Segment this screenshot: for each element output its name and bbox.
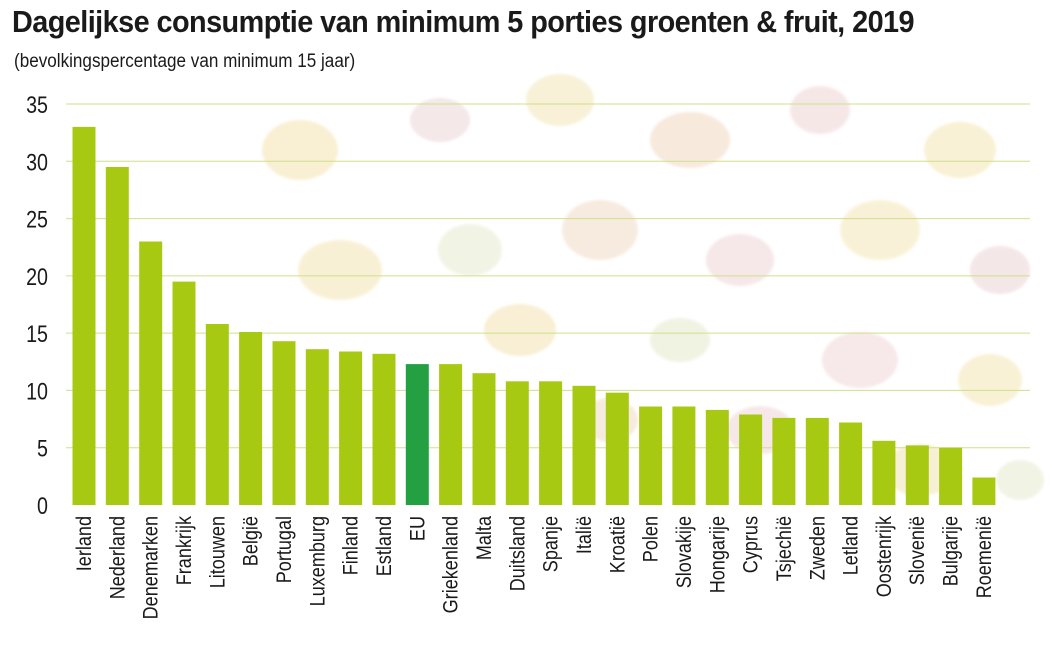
y-tick-label: 20 bbox=[26, 263, 48, 290]
x-tick-label: Italië bbox=[573, 516, 597, 554]
x-tick-label: Luxemburg bbox=[306, 516, 330, 606]
bar-hongarije bbox=[705, 409, 729, 505]
bar-estland bbox=[372, 353, 396, 505]
bar-denemarken bbox=[139, 241, 163, 505]
y-tick-label: 0 bbox=[37, 492, 48, 519]
x-tick-label: Finland bbox=[339, 516, 363, 575]
x-tick-label: Letland bbox=[839, 516, 863, 575]
bar-italië bbox=[572, 385, 596, 505]
bar-nederland bbox=[105, 167, 129, 505]
x-tick-label: Kroatië bbox=[606, 516, 630, 573]
x-tick-label: Slovakije bbox=[673, 516, 697, 588]
bar-malta bbox=[472, 373, 496, 505]
y-tick-label: 5 bbox=[37, 435, 48, 462]
bar-belgië bbox=[239, 332, 263, 505]
bar-spanje bbox=[539, 381, 563, 505]
x-tick-label: Hongarije bbox=[706, 516, 730, 593]
bar-finland bbox=[339, 351, 363, 505]
bar-griekenland bbox=[439, 364, 463, 505]
bar-duitsland bbox=[505, 381, 529, 505]
bar-polen bbox=[639, 406, 663, 505]
bar-luxemburg bbox=[305, 349, 329, 505]
x-tick-label: Zweden bbox=[806, 516, 830, 580]
fruit-vegetable-background bbox=[262, 74, 1044, 500]
x-tick-label: Oostenrijk bbox=[873, 516, 897, 597]
x-tick-label: Ierland bbox=[73, 516, 97, 571]
x-tick-label: Slovenië bbox=[906, 516, 930, 585]
x-tick-label: Cyprus bbox=[739, 516, 763, 573]
bar-kroatië bbox=[605, 392, 629, 505]
x-tick-label: Denemarken bbox=[139, 516, 163, 619]
bar-portugal bbox=[272, 341, 296, 505]
bar-litouwen bbox=[205, 324, 229, 505]
x-tick-label: Tsjechië bbox=[773, 516, 797, 581]
x-tick-label: Roemenië bbox=[973, 516, 997, 598]
chart-title: Dagelijkse consumptie van minimum 5 port… bbox=[12, 4, 915, 39]
y-tick-label: 15 bbox=[26, 320, 48, 347]
x-tick-label: Spanje bbox=[539, 516, 563, 572]
bar-slovenië bbox=[905, 445, 929, 505]
bar-roemenië bbox=[972, 477, 996, 505]
y-tick-label: 35 bbox=[26, 91, 48, 118]
bar-oostenrijk bbox=[872, 440, 896, 505]
bar-letland bbox=[839, 422, 863, 505]
x-tick-label: Malta bbox=[473, 516, 497, 560]
y-tick-label: 10 bbox=[26, 378, 48, 405]
chart-subtitle: (bevolkingspercentage van minimum 15 jaa… bbox=[14, 51, 356, 72]
bar-zweden bbox=[805, 417, 829, 505]
bar-tsjechië bbox=[772, 417, 796, 505]
x-tick-label: Estland bbox=[373, 516, 397, 576]
bar-frankrijk bbox=[172, 281, 196, 505]
x-tick-label: België bbox=[239, 516, 263, 566]
x-tick-label: Bulgarije bbox=[939, 516, 963, 586]
bar-bulgarije bbox=[939, 447, 963, 505]
y-tick-label: 30 bbox=[26, 148, 48, 175]
x-tick-label: Portugal bbox=[273, 516, 297, 583]
bar-ierland bbox=[72, 126, 96, 506]
x-tick-label: Litouwen bbox=[206, 516, 230, 588]
x-tick-label: EU bbox=[406, 516, 430, 541]
x-tick-label: Polen bbox=[639, 516, 663, 562]
x-tick-label: Duitsland bbox=[506, 516, 530, 591]
bar-eu bbox=[405, 364, 429, 505]
x-tick-label: Frankrijk bbox=[173, 516, 197, 585]
bar-cyprus bbox=[739, 414, 763, 505]
x-tick-label: Nederland bbox=[106, 516, 130, 599]
bar-slovakije bbox=[672, 406, 696, 505]
x-tick-label: Griekenland bbox=[439, 516, 463, 613]
y-tick-label: 25 bbox=[26, 206, 48, 233]
